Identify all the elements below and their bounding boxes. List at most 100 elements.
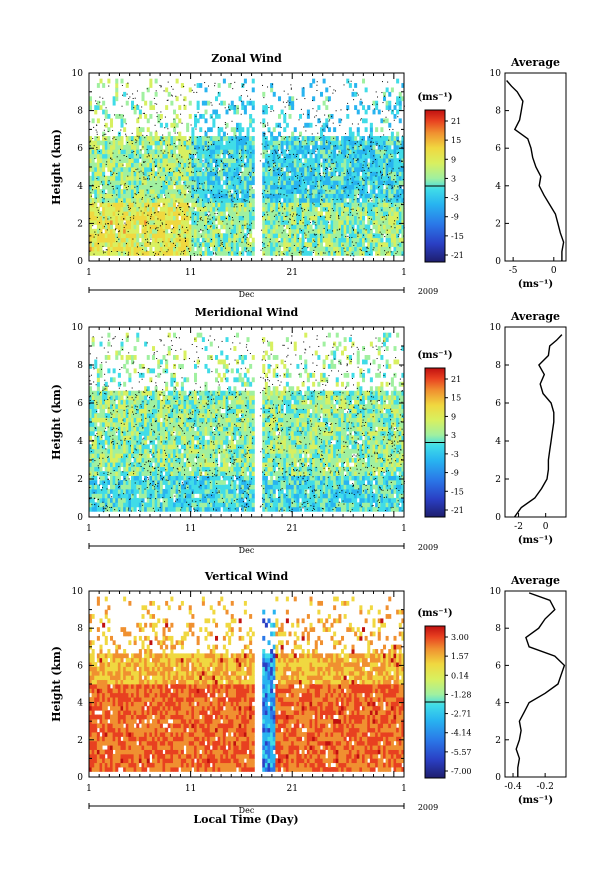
heatmap-cell — [372, 189, 376, 194]
heatmap-cell — [377, 242, 381, 247]
heatmap-cell — [120, 149, 124, 155]
heatmap-cell — [125, 211, 129, 216]
heatmap-cell — [280, 228, 284, 234]
contour-dot — [299, 203, 301, 205]
heatmap-cell — [283, 250, 287, 256]
heatmap-cell — [99, 175, 103, 181]
contour-dot — [203, 182, 205, 184]
contour-dot — [387, 214, 389, 216]
heatmap-cell — [146, 224, 150, 230]
heatmap-cell — [330, 153, 334, 159]
contour-dot — [201, 199, 203, 201]
heatmap-cell — [291, 193, 295, 199]
heatmap-cell — [222, 100, 226, 106]
heatmap-cell — [285, 211, 289, 216]
heatmap-cell — [304, 144, 308, 150]
contour-dot — [146, 238, 148, 240]
contour-dot — [103, 133, 105, 135]
heatmap-cell — [146, 149, 150, 155]
heatmap-cell — [351, 91, 355, 97]
heatmap-cell — [291, 220, 295, 225]
heatmap-cell — [178, 246, 182, 252]
heatmap-cell — [204, 171, 208, 177]
heatmap-cell — [296, 233, 300, 239]
heatmap-cell — [243, 189, 247, 194]
contour-dot — [365, 251, 367, 253]
heatmap-cell — [354, 250, 358, 256]
heatmap-cell — [94, 140, 98, 146]
heatmap-cell — [264, 220, 268, 225]
heatmap-cell — [91, 206, 95, 212]
heatmap-cell — [314, 237, 318, 243]
heatmap-cell — [215, 250, 219, 256]
heatmap-cell — [343, 175, 347, 181]
heatmap-cell — [225, 237, 229, 243]
heatmap-cell — [123, 206, 127, 212]
heatmap-cell — [167, 149, 171, 155]
heatmap-cell — [188, 136, 192, 141]
heatmap-cell — [183, 220, 187, 225]
heatmap-cell — [220, 193, 224, 199]
heatmap-cell — [131, 167, 135, 172]
heatmap-cell — [144, 149, 148, 155]
heatmap-cell — [233, 193, 237, 199]
contour-dot — [156, 112, 158, 114]
heatmap-cell — [212, 153, 216, 159]
heatmap-cell — [304, 215, 308, 221]
heatmap-cell — [209, 153, 213, 159]
heatmap-cell — [167, 131, 171, 137]
heatmap-cell — [338, 189, 342, 194]
heatmap-cell — [138, 113, 142, 119]
heatmap-cell — [236, 122, 240, 128]
contour-dot — [282, 206, 284, 208]
heatmap-cell — [107, 215, 111, 221]
contour-dot — [384, 153, 386, 155]
heatmap-cell — [306, 136, 310, 141]
heatmap-cell — [115, 246, 119, 252]
contour-dot — [117, 213, 119, 215]
heatmap-cell — [112, 237, 116, 243]
contour-dot — [273, 163, 275, 165]
heatmap-cell — [317, 193, 321, 199]
contour-dot — [249, 224, 251, 226]
contour-dot — [188, 248, 190, 250]
heatmap-cell — [162, 224, 166, 230]
contour-dot — [262, 248, 264, 250]
heatmap-cell — [191, 175, 195, 181]
heatmap-cell — [351, 242, 355, 247]
heatmap-cell — [96, 233, 100, 239]
heatmap-cell — [283, 175, 287, 181]
contour-dot — [107, 223, 109, 225]
contour-dot — [329, 166, 331, 168]
contour-dot — [199, 183, 201, 185]
heatmap-cell — [272, 246, 276, 252]
heatmap-cell — [188, 87, 192, 93]
heatmap-cell — [102, 220, 106, 225]
heatmap-cell — [209, 224, 213, 230]
heatmap-cell — [157, 197, 161, 203]
contour-dot — [134, 186, 136, 188]
heatmap-cell — [346, 136, 350, 141]
heatmap-cell — [196, 215, 200, 221]
heatmap-cell — [107, 158, 111, 163]
heatmap-cell — [335, 153, 339, 159]
heatmap-cell — [325, 220, 329, 225]
heatmap-cell — [149, 224, 153, 230]
heatmap-cell — [167, 202, 171, 208]
heatmap-cell — [99, 140, 103, 146]
heatmap-cell — [393, 153, 397, 159]
contour-dot — [383, 167, 385, 169]
contour-dot — [296, 213, 298, 215]
contour-dot — [107, 200, 109, 202]
contour-dot — [281, 151, 283, 153]
heatmap-cell — [217, 180, 221, 186]
contour-dot — [289, 227, 291, 229]
contour-dot — [182, 167, 184, 169]
heatmap-cell — [285, 162, 289, 168]
contour-dot — [127, 141, 129, 143]
contour-dot — [214, 213, 216, 215]
heatmap-cell — [364, 184, 368, 190]
heatmap-cell — [186, 193, 190, 199]
heatmap-cell — [351, 189, 355, 194]
heatmap-cell — [230, 100, 234, 106]
